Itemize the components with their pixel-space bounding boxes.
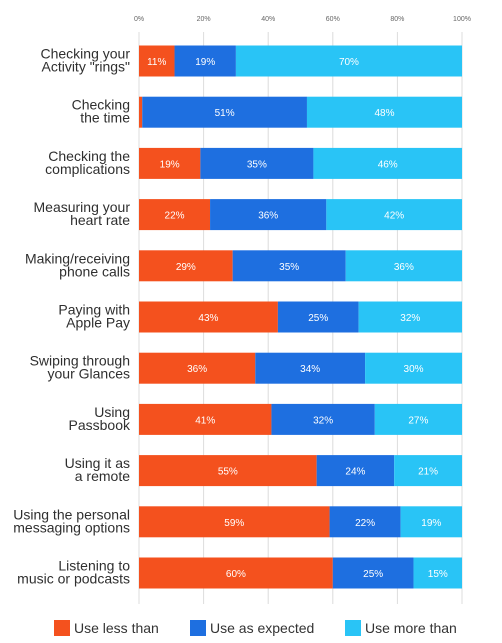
- x-tick-label: 40%: [261, 16, 275, 23]
- bar-label-less: 55%: [218, 467, 238, 478]
- bar-expected: [316, 455, 395, 487]
- bar-expected: [329, 506, 401, 538]
- bar-label-less: 29%: [176, 262, 196, 273]
- x-tick-label: 20%: [197, 16, 211, 23]
- bar-more: [400, 506, 462, 538]
- bar-expected: [174, 45, 236, 77]
- stacked-bar-chart: 0% 20% 40% 60% 80% 100% 11% 19% 70% Checking your…: [13, 16, 471, 604]
- bar-less: [139, 250, 233, 282]
- bar-expected: [277, 301, 359, 333]
- bar-label-less: 59%: [224, 518, 244, 529]
- bar-more: [345, 250, 462, 282]
- bar-less: [139, 147, 201, 179]
- bar-less: [139, 455, 317, 487]
- bar-more: [394, 455, 462, 487]
- bar-less: [139, 403, 272, 435]
- legend-swatch-less: [54, 620, 70, 636]
- x-tick-label: 80%: [390, 16, 404, 23]
- bar-label-less: 11%: [147, 57, 166, 68]
- bar-less: [139, 352, 256, 384]
- bar-label-expected: 51%: [215, 108, 235, 119]
- bar-less: [139, 506, 330, 538]
- x-tick-label: 100%: [453, 16, 471, 23]
- bar-less: [139, 45, 175, 77]
- bar-less: [139, 557, 333, 589]
- category-label: Making/receiving phone calls: [25, 250, 130, 279]
- legend-swatch-more: [345, 620, 361, 636]
- bar-more: [413, 557, 462, 589]
- bar-label-more: 27%: [408, 415, 428, 426]
- bar-label-expected: 25%: [308, 313, 328, 324]
- bar-label-more: 42%: [384, 211, 404, 222]
- bar-label-expected: 35%: [279, 262, 299, 273]
- bar-expected: [200, 147, 314, 179]
- bar-label-more: 48%: [374, 108, 394, 119]
- category-label: Checking the time: [72, 97, 131, 126]
- legend-label-less: Use less than: [74, 620, 159, 636]
- legend-label-expected: Use as expected: [210, 620, 315, 636]
- bar-label-expected: 35%: [247, 159, 267, 170]
- bar-label-more: 30%: [404, 364, 424, 375]
- category-label: Using the personal messaging options: [13, 506, 130, 535]
- bar-label-expected: 25%: [363, 569, 383, 580]
- bar-label-more: 21%: [418, 467, 438, 478]
- bar-label-more: 46%: [378, 159, 398, 170]
- bar-label-less: 41%: [195, 415, 215, 426]
- bar-expected: [142, 96, 307, 128]
- category-label: Listening to music or podcasts: [17, 558, 130, 587]
- category-label: Measuring your heart rate: [34, 199, 131, 228]
- bar-label-more: 36%: [394, 262, 414, 273]
- bar-more: [313, 147, 462, 179]
- bar-label-expected: 36%: [258, 211, 278, 222]
- bar-label-less: 22%: [165, 211, 185, 222]
- bar-more: [365, 352, 462, 384]
- bar-more: [306, 96, 462, 128]
- x-tick-label: 0%: [134, 16, 144, 23]
- category-label: Checking your Activity "rings": [41, 46, 131, 75]
- x-tick-label: 60%: [326, 16, 340, 23]
- category-label: Paying with Apple Pay: [58, 302, 130, 331]
- legend-label-more: Use more than: [365, 620, 457, 636]
- bar-less: [139, 96, 143, 128]
- bar-label-less: 60%: [226, 569, 246, 580]
- bar-more: [358, 301, 462, 333]
- bar-expected: [332, 557, 414, 589]
- bar-expected: [232, 250, 346, 282]
- bar-less: [139, 199, 211, 231]
- category-label: Using it as a remote: [65, 455, 131, 484]
- category-label: Checking the complications: [45, 148, 130, 177]
- bar-label-expected: 32%: [313, 415, 333, 426]
- bar-expected: [271, 403, 375, 435]
- bar-label-more: 32%: [400, 313, 420, 324]
- category-label: Using Passbook: [69, 404, 131, 433]
- bar-label-expected: 34%: [300, 364, 320, 375]
- category-label: Swiping through your Glances: [30, 353, 130, 382]
- bar-more: [235, 45, 462, 77]
- bar-label-expected: 22%: [355, 518, 375, 529]
- bar-more: [374, 403, 462, 435]
- bar-label-expected: 24%: [345, 467, 365, 478]
- bar-label-less: 19%: [160, 159, 180, 170]
- bar-label-less: 43%: [198, 313, 218, 324]
- bar-label-more: 15%: [428, 569, 448, 580]
- legend: Use less than Use as expected Use more t…: [0, 614, 502, 640]
- legend-swatch-expected: [190, 620, 206, 636]
- bar-expected: [255, 352, 366, 384]
- bar-label-less: 36%: [187, 364, 207, 375]
- bar-label-expected: 19%: [195, 57, 215, 68]
- bar-less: [139, 301, 278, 333]
- bar-more: [326, 199, 462, 231]
- bar-label-more: 19%: [421, 518, 441, 529]
- bar-expected: [210, 199, 327, 231]
- bar-label-more: 70%: [339, 57, 359, 68]
